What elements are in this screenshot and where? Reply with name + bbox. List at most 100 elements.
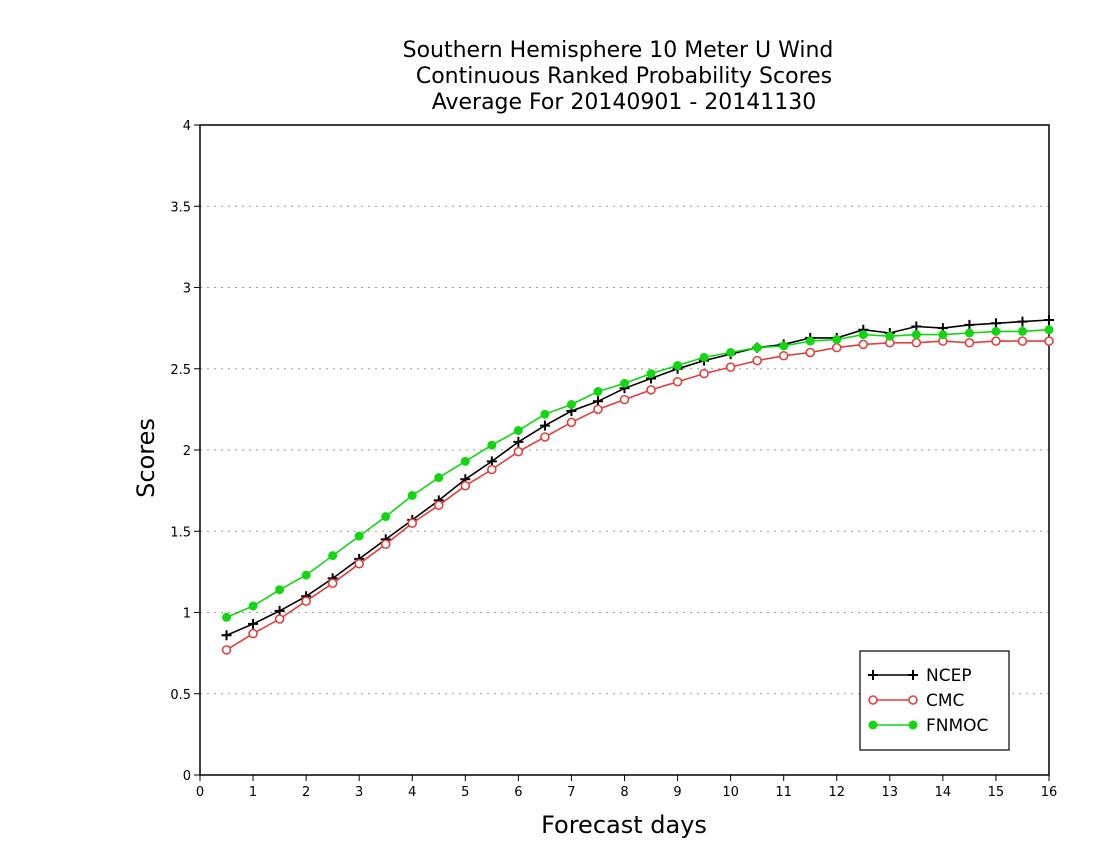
- series-fnmoc: [222, 325, 1054, 622]
- x-tick-label: 8: [620, 785, 628, 800]
- series-cmc-point: [1017, 336, 1028, 346]
- series-fnmoc-point: [991, 326, 1001, 336]
- series-ncep-point: [248, 618, 259, 629]
- series-layer: [221, 315, 1054, 655]
- series-fnmoc-point: [752, 343, 762, 353]
- y-tick-label: 1.5: [170, 525, 191, 540]
- series-cmc-point: [593, 404, 603, 415]
- series-fnmoc-point: [460, 456, 470, 466]
- series-ncep-point: [513, 436, 524, 447]
- y-tick-label: 3: [183, 282, 191, 297]
- legend-marker: [868, 670, 878, 680]
- series-cmc-point: [460, 480, 471, 491]
- y-tick-label: 1: [183, 607, 191, 622]
- y-tick-label: 4: [183, 119, 191, 134]
- series-fnmoc-point: [911, 330, 921, 340]
- series-cmc-point: [991, 336, 1001, 346]
- series-cmc-point: [540, 432, 550, 442]
- y-tick-label: 2: [183, 444, 191, 459]
- series-cmc-point: [407, 518, 418, 528]
- x-axis-label: Forecast days: [541, 811, 707, 839]
- series-ncep-point: [964, 319, 975, 330]
- series-ncep-point: [221, 630, 232, 641]
- series-cmc-point: [672, 376, 683, 387]
- series-fnmoc-point: [487, 440, 497, 450]
- series-cmc-point: [433, 500, 444, 511]
- series-fnmoc-point: [540, 409, 550, 419]
- y-axis: 0 0.5 1 1.5 2 2.5 3 3.5 4: [170, 119, 200, 784]
- series-fnmoc-point: [407, 491, 417, 500]
- series-fnmoc-point: [275, 585, 285, 595]
- series-ncep-line: [226, 319, 1050, 637]
- series-fnmoc-point: [434, 473, 444, 483]
- series-fnmoc-point: [779, 341, 789, 351]
- series-cmc-point: [778, 350, 789, 361]
- series-cmc-line: [226, 340, 1049, 651]
- legend-label-ncep: NCEP: [926, 666, 972, 686]
- series-fnmoc-point: [620, 378, 629, 388]
- title-line-1: Southern Hemisphere 10 Meter U Wind: [403, 38, 834, 63]
- series-ncep-point: [539, 420, 550, 431]
- x-tick-label: 1: [249, 785, 257, 800]
- series-cmc-point: [831, 342, 842, 353]
- x-tick-label: 14: [935, 785, 952, 800]
- series-fnmoc-point: [938, 330, 948, 340]
- series-fnmoc-point: [1044, 325, 1054, 335]
- y-tick-label: 3.5: [170, 200, 191, 215]
- series-cmc-point: [1044, 336, 1054, 346]
- x-tick-label: 9: [673, 785, 681, 800]
- series-cmc-point: [221, 645, 232, 655]
- series-fnmoc-point: [673, 361, 683, 370]
- series-ncep-point: [1017, 316, 1028, 327]
- x-tick-label: 2: [302, 785, 310, 800]
- legend-marker: [868, 720, 878, 730]
- series-fnmoc-point: [858, 330, 868, 340]
- series-fnmoc-point: [1017, 326, 1027, 336]
- y-tick-label: 0: [183, 769, 191, 784]
- legend-label-cmc: CMC: [926, 691, 964, 711]
- series-fnmoc-point: [328, 551, 338, 561]
- series-cmc-point: [354, 558, 364, 569]
- legend-marker: [908, 695, 918, 705]
- series-cmc-point: [301, 596, 311, 606]
- series-cmc-point: [513, 446, 524, 457]
- y-tick-label: 0.5: [170, 688, 191, 703]
- series-fnmoc-point: [805, 336, 815, 346]
- chart-title: Southern Hemisphere 10 Meter U Wind Cont…: [403, 38, 834, 115]
- legend-item-cmc: CMC: [868, 691, 964, 711]
- legend-label-fnmoc: FNMOC: [926, 716, 988, 736]
- series-cmc-point: [619, 394, 630, 405]
- series-fnmoc-point: [354, 531, 364, 541]
- series-cmc-point: [327, 578, 338, 589]
- series-fnmoc-point: [964, 328, 974, 338]
- legend-marker: [868, 695, 878, 705]
- series-fnmoc-point: [513, 426, 523, 435]
- series-cmc-point: [248, 628, 258, 639]
- x-tick-label: 4: [408, 785, 416, 800]
- legend-item-fnmoc: FNMOC: [868, 716, 988, 736]
- x-tick-label: 10: [722, 785, 739, 800]
- gridlines: [200, 205, 1049, 695]
- x-tick-label: 3: [355, 785, 363, 800]
- legend-item-ncep: NCEP: [868, 666, 972, 686]
- series-fnmoc-point: [593, 387, 603, 396]
- series-cmc-point: [380, 539, 391, 550]
- series-cmc-point: [487, 464, 497, 475]
- series-fnmoc-point: [832, 335, 842, 344]
- y-tick-label: 2.5: [170, 363, 191, 378]
- x-tick-label: 7: [567, 785, 575, 800]
- series-cmc-point: [752, 355, 762, 366]
- series-cmc-point: [646, 385, 656, 395]
- series-cmc-point: [911, 337, 922, 348]
- series-fnmoc-point: [646, 369, 656, 379]
- series-fnmoc-line: [226, 328, 1050, 619]
- x-tick-label: 13: [882, 785, 899, 800]
- series-ncep: [221, 315, 1054, 641]
- series-fnmoc-point: [248, 601, 258, 611]
- series-fnmoc-point: [301, 570, 311, 580]
- series-fnmoc-point: [699, 352, 709, 362]
- legend-marker: [908, 670, 918, 680]
- series-fnmoc-point: [381, 512, 391, 522]
- series-cmc-point: [274, 614, 285, 624]
